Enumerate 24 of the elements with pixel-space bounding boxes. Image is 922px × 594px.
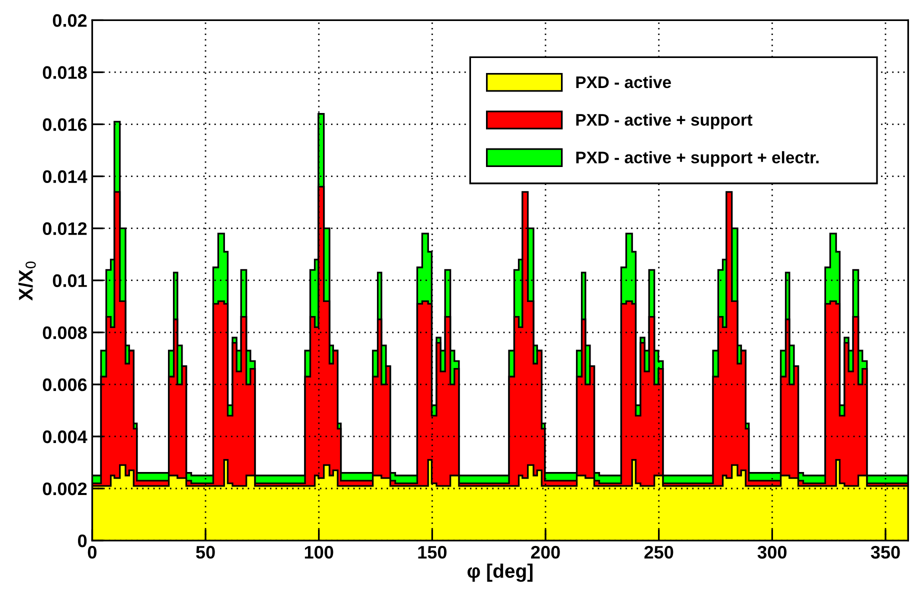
y-tick-label: 0.008 [42,326,87,340]
y-tick-label: 0.01 [52,274,87,288]
y-tick-label: 0.006 [42,378,87,392]
x-tick-label: 250 [644,546,674,559]
y-tick-label: 0.02 [52,14,87,27]
x-tick-label: 350 [870,546,900,559]
y-tick-label: 0.012 [42,222,87,236]
x-tick-label: 50 [196,546,215,559]
legend-label: PXD - active + support + electr. [576,151,819,167]
y-tick-label: 0 [78,534,87,548]
y-tick-label: 0.002 [42,482,87,496]
legend-label: PXD - active + support [576,114,752,130]
x-tick-label: 300 [758,546,786,559]
y-tick-label: 0.016 [42,118,87,131]
x-tick-label: 0 [88,546,96,559]
y-tick-label: 0.018 [42,66,87,79]
x-tick-label: 100 [304,546,334,559]
x-tick-label: 200 [531,546,560,559]
y-tick-label: 0.004 [42,430,88,444]
x-axis-title: φ [deg] [468,564,533,582]
x-tick-label: 150 [418,546,447,559]
y-tick-label: 0.014 [42,170,88,184]
y-axis-title: X/X$_{0}$ [18,262,36,301]
legend-label: PXD - active [576,76,671,88]
